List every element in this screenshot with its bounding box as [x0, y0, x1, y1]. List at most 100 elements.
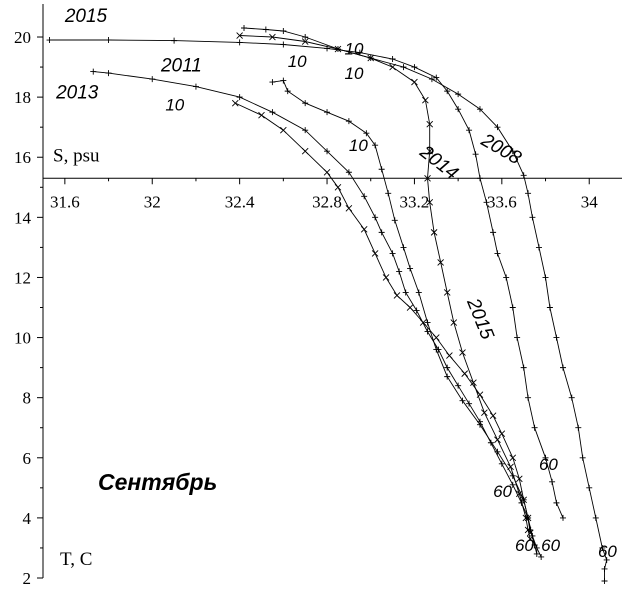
data-point: [236, 32, 243, 39]
data-point: [526, 535, 534, 543]
data-point: [334, 45, 342, 53]
data-point: [481, 409, 488, 417]
data-point: [334, 183, 342, 191]
data-point: [258, 111, 265, 119]
series-label: 2015: [462, 295, 498, 343]
depth-label: 10: [288, 52, 307, 71]
depth-label: 10: [345, 39, 364, 58]
data-point: [553, 499, 560, 506]
series-label: 2014: [415, 141, 462, 184]
data-point: [411, 64, 418, 71]
data-point: [413, 307, 420, 314]
data-point: [361, 193, 368, 200]
data-point: [603, 556, 610, 563]
series-line: [235, 102, 531, 533]
data-point: [455, 91, 462, 98]
data-point: [455, 106, 462, 113]
data-point: [396, 268, 403, 275]
data-point: [378, 166, 385, 173]
data-point: [525, 394, 532, 401]
data-point: [503, 274, 510, 281]
data-point: [533, 550, 540, 557]
chart-title: Сентябрь: [98, 469, 217, 495]
data-point: [46, 37, 53, 44]
data-point: [592, 514, 599, 521]
data-point: [262, 26, 269, 33]
data-point: [400, 244, 407, 251]
series-line: [49, 39, 564, 519]
data-point: [149, 76, 156, 83]
series-layer: [46, 25, 610, 585]
data-point: [426, 198, 434, 206]
data-point: [372, 142, 379, 149]
depth-label: 60: [598, 542, 617, 561]
data-point: [280, 41, 287, 48]
data-point: [461, 370, 469, 377]
series-2014: [236, 32, 534, 543]
data-point: [601, 578, 608, 585]
x-tick-label: 33.2: [400, 192, 430, 211]
data-point: [419, 319, 427, 326]
y-tick-label: 2: [23, 569, 32, 588]
data-point: [430, 229, 438, 236]
data-point: [470, 379, 477, 386]
data-point: [90, 68, 97, 75]
x-tick-label: 32.4: [225, 192, 255, 211]
data-point: [280, 28, 287, 35]
data-point: [487, 439, 494, 446]
data-point: [444, 364, 451, 371]
data-point: [560, 364, 567, 371]
y-tick-label: 8: [23, 389, 32, 408]
x-axis-title: S, psu: [53, 145, 100, 166]
data-point: [406, 304, 414, 311]
data-point: [426, 147, 434, 155]
data-point: [280, 126, 287, 134]
data-point: [560, 514, 567, 521]
depth-label: 60: [515, 536, 534, 555]
series-unnamed-5: [231, 99, 534, 537]
data-point: [507, 463, 514, 471]
data-point: [371, 250, 379, 257]
data-point: [437, 259, 444, 266]
data-point: [533, 544, 540, 551]
data-point: [435, 346, 442, 353]
data-point: [236, 39, 243, 46]
data-point: [372, 214, 379, 221]
data-point: [538, 553, 545, 560]
depth-label: 10: [165, 96, 184, 115]
data-point: [301, 38, 309, 45]
data-point: [236, 94, 243, 101]
data-point: [520, 172, 527, 179]
x-tick-label: 32.8: [312, 192, 342, 211]
series-label: 2008: [477, 129, 525, 169]
data-point: [466, 400, 473, 407]
data-point: [280, 77, 287, 84]
series-label: 2011: [160, 56, 202, 77]
y-tick-label: 10: [14, 329, 31, 348]
data-point: [494, 250, 501, 257]
data-point: [489, 412, 497, 420]
data-point: [378, 229, 385, 236]
data-point: [529, 214, 536, 221]
data-point: [520, 364, 527, 371]
data-point: [389, 250, 396, 257]
data-point: [526, 529, 534, 537]
data-point: [360, 226, 368, 233]
data-point: [382, 274, 390, 281]
data-point: [324, 109, 331, 116]
data-point: [345, 205, 353, 212]
data-point: [393, 292, 401, 299]
data-point: [363, 130, 370, 137]
data-point: [324, 148, 331, 155]
data-point: [302, 100, 309, 107]
data-point: [459, 349, 466, 356]
data-point: [323, 168, 331, 176]
data-point: [531, 424, 538, 431]
data-point: [509, 454, 517, 462]
data-point: [476, 418, 483, 425]
data-point: [269, 79, 276, 86]
series-2008: [241, 25, 610, 585]
series-line: [239, 35, 531, 540]
data-point: [269, 109, 276, 116]
